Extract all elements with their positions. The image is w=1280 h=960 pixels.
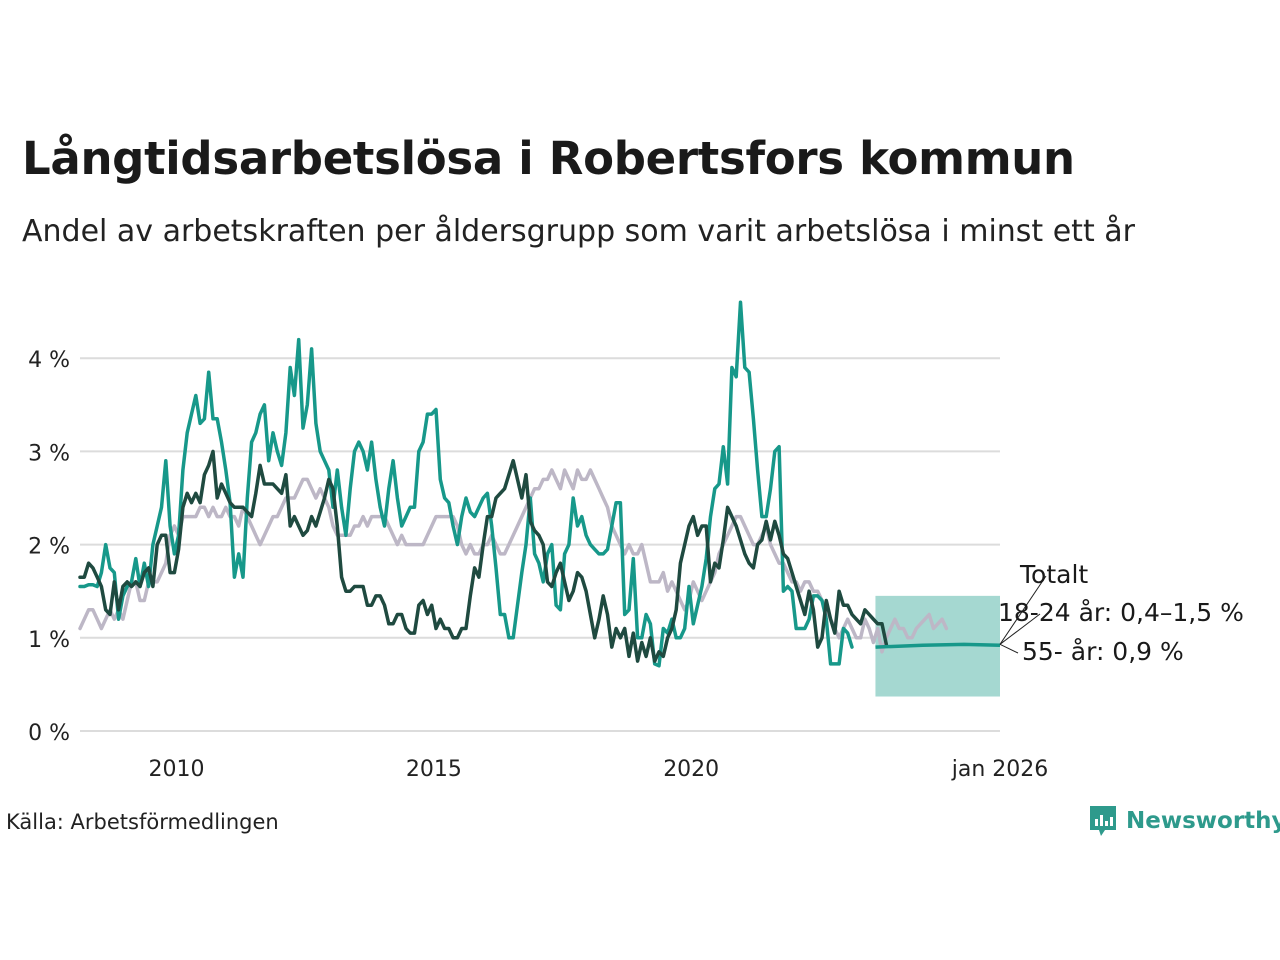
annotation-label: Totalt	[1019, 560, 1088, 589]
chart-subtitle: Andel av arbetskraften per åldersgrupp s…	[22, 214, 1135, 249]
annotation-label: 18-24 år: 0,4–1,5 %	[998, 598, 1244, 627]
logo-text: Newsworthy	[1126, 808, 1280, 834]
y-tick-label: 3 %	[28, 441, 70, 466]
annotation-label: 55- år: 0,9 %	[1022, 637, 1184, 666]
annotation-leader	[999, 643, 1019, 654]
x-tick-label: 2010	[149, 757, 205, 782]
newsworthy-logo-icon	[1090, 806, 1116, 836]
newsworthy-logo: Newsworthy	[1088, 802, 1280, 840]
y-tick-label: 4 %	[28, 348, 70, 373]
series-line-18-24-r	[78, 300, 854, 668]
source-note: Källa: Arbetsförmedlingen	[6, 810, 279, 834]
series-line-55-r	[78, 468, 949, 654]
x-tick-label: jan 2026	[951, 757, 1049, 782]
y-tick-label: 0 %	[28, 721, 70, 746]
chart-title: Långtidsarbetslösa i Robertsfors kommun	[22, 132, 1075, 185]
forecast-median-line	[875, 642, 1001, 649]
annotation-leader	[999, 613, 1041, 645]
y-tick-label: 2 %	[28, 535, 70, 560]
y-tick-label: 1 %	[28, 628, 70, 653]
x-tick-label: 2015	[406, 757, 462, 782]
series-line-totalt	[78, 449, 889, 663]
annotation-leader	[999, 575, 1047, 645]
x-tick-label: 2020	[663, 757, 719, 782]
